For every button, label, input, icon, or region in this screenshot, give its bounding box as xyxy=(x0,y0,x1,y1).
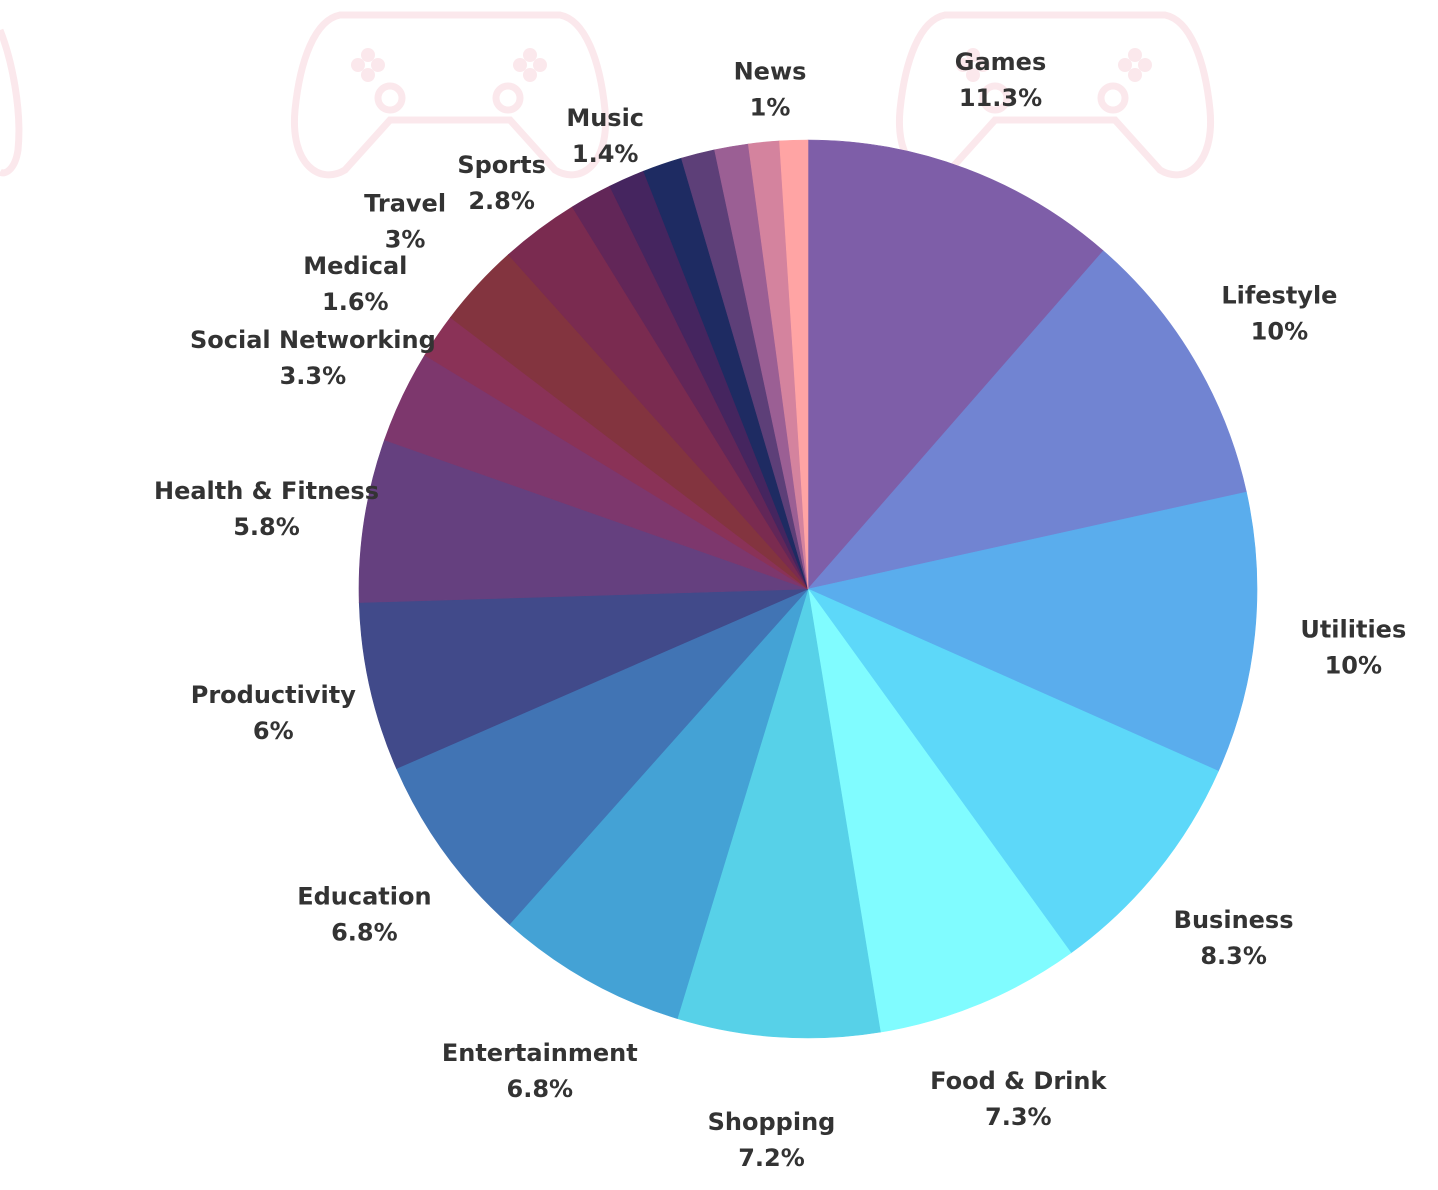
pie-slice-business xyxy=(807,588,1219,954)
pie-label-category: Utilities xyxy=(1300,616,1406,644)
pie-label-percent: 6% xyxy=(253,717,294,745)
pie-label-lifestyle: Lifestyle 10% xyxy=(1221,282,1337,346)
pie-label-travel: Travel 3% xyxy=(364,190,446,254)
pie-slice-games xyxy=(807,139,1104,590)
pie-label-percent: 5.8% xyxy=(233,513,300,541)
pie-label-category: Lifestyle xyxy=(1221,282,1337,310)
pie-label-category: Business xyxy=(1174,906,1294,934)
pie-label-percent: 11.3% xyxy=(959,84,1042,112)
pie-slice-food-and-drink xyxy=(807,588,1072,1033)
pie-label-category: Travel xyxy=(364,190,446,218)
pie-slice-shopping xyxy=(676,588,881,1039)
pie-label-percent: 7.3% xyxy=(985,1103,1052,1131)
pie-label-sports: Sports 2.8% xyxy=(457,151,546,215)
pie-label-percent: 3.3% xyxy=(280,362,347,390)
pie-label-entertainment: Entertainment 6.8% xyxy=(442,1039,638,1103)
pie-slice-entertainment xyxy=(509,588,809,1019)
pie-label-category: Social Networking xyxy=(190,326,436,354)
pie-label-category: Sports xyxy=(457,151,546,179)
pie-label-percent: 1% xyxy=(750,93,791,121)
pie-label-music: Music 1.4% xyxy=(566,104,644,168)
pie-label-percent: 10% xyxy=(1251,318,1308,346)
pie-label-education: Education 6.8% xyxy=(297,883,431,947)
pie-label-percent: 1.4% xyxy=(572,140,639,168)
pie-label-health-and-fitness: Health & Fitness 5.8% xyxy=(154,477,379,541)
pie-slice-news xyxy=(779,139,809,590)
pie-slice-productivity xyxy=(358,588,809,769)
pie-label-percent: 2.8% xyxy=(468,187,535,215)
pie-label-category: Productivity xyxy=(191,681,356,709)
pie-label-food-and-drink: Food & Drink 7.3% xyxy=(930,1067,1107,1131)
pie-label-percent: 6.8% xyxy=(507,1075,574,1103)
pie-label-games: Games 11.3% xyxy=(955,48,1046,112)
pie-label-percent: 8.3% xyxy=(1200,942,1267,970)
pie-label-category: Shopping xyxy=(708,1108,836,1136)
pie-slice-lifestyle xyxy=(807,250,1247,590)
pie-label-percent: 1.6% xyxy=(322,288,389,316)
pie-slice-utilities xyxy=(807,491,1258,772)
pie-label-medical: Medical 1.6% xyxy=(303,252,407,316)
pie-label-social-networking: Social Networking 3.3% xyxy=(190,326,436,390)
pie-labels: Games 11.3% Lifestyle 10% Utilities 10% Busine… xyxy=(154,48,1406,1172)
pie-label-category: Games xyxy=(955,48,1046,76)
pie-label-business: Business 8.3% xyxy=(1174,906,1294,970)
pie-label-percent: 7.2% xyxy=(738,1144,805,1172)
pie-label-percent: 10% xyxy=(1325,652,1382,680)
pie-label-utilities: Utilities 10% xyxy=(1300,616,1406,680)
pie-label-category: News xyxy=(734,57,807,85)
pie-label-category: Medical xyxy=(303,252,407,280)
pie-label-percent: 3% xyxy=(385,226,426,254)
pie-label-category: Entertainment xyxy=(442,1039,638,1067)
background-gamepad-watermark xyxy=(0,11,1215,179)
pie-slice-health-and-fitness xyxy=(358,439,809,603)
pie-slices xyxy=(358,139,1258,1039)
pie-label-category: Education xyxy=(297,883,431,911)
pie-label-news: News 1% xyxy=(734,57,807,121)
pie-label-percent: 6.8% xyxy=(331,919,398,947)
pie-label-category: Music xyxy=(566,104,644,132)
pie-label-productivity: Productivity 6% xyxy=(191,681,356,745)
pie-label-category: Health & Fitness xyxy=(154,477,379,505)
pie-label-category: Food & Drink xyxy=(930,1067,1107,1095)
pie-slice-education xyxy=(396,588,809,925)
pie-label-shopping: Shopping 7.2% xyxy=(708,1108,836,1172)
